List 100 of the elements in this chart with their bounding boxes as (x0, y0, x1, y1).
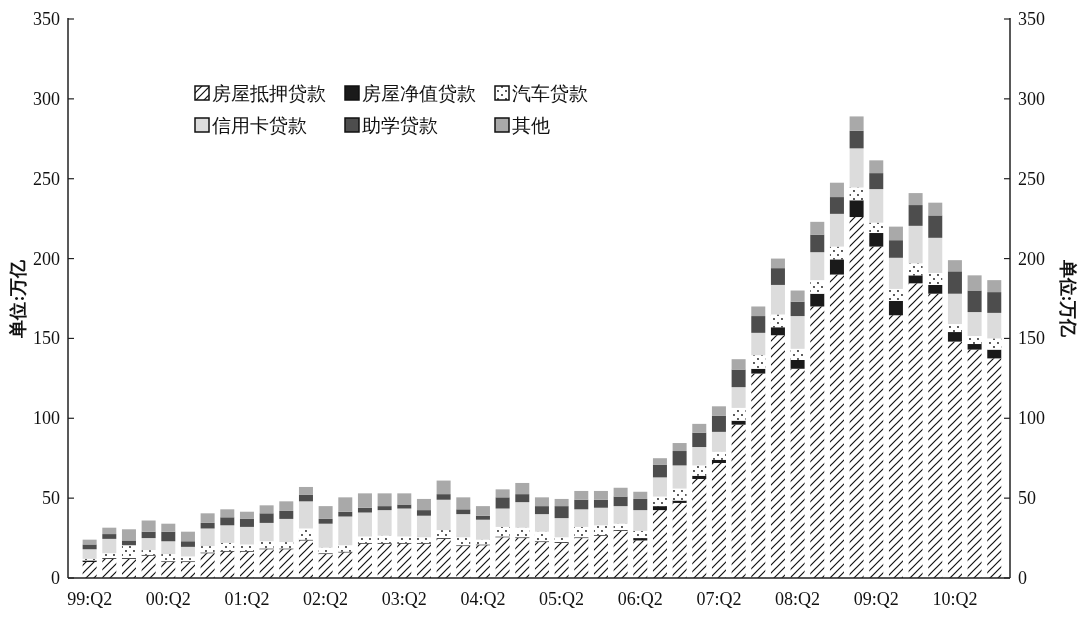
bar (436, 538, 451, 578)
bar (397, 493, 412, 505)
bar (869, 246, 884, 578)
bar (279, 501, 294, 511)
bar (141, 555, 156, 578)
bar (102, 553, 117, 559)
bar (259, 549, 274, 578)
bar (318, 523, 333, 548)
bar (692, 475, 707, 479)
bar (456, 497, 471, 510)
bar (770, 284, 785, 315)
x-tick-label: 04:Q2 (460, 589, 506, 609)
bar (338, 552, 353, 578)
bar (397, 543, 412, 578)
x-tick-label: 05:Q2 (539, 589, 585, 609)
bar (928, 293, 943, 578)
bar (731, 359, 746, 370)
bar (928, 215, 943, 238)
bar (279, 549, 294, 578)
bar (908, 205, 923, 226)
bar (987, 338, 1002, 350)
y2-tick-label: 350 (1018, 9, 1045, 29)
bar (888, 240, 903, 258)
y-tick-label: 100 (33, 408, 60, 429)
bar (829, 274, 844, 578)
bar (947, 341, 962, 578)
bar (810, 221, 825, 235)
bar (357, 493, 372, 508)
bar (613, 496, 628, 507)
bar (908, 275, 923, 284)
bar (279, 510, 294, 519)
bar (967, 344, 982, 350)
bar (298, 528, 313, 540)
bar (298, 486, 313, 495)
bar (613, 506, 628, 524)
bar (259, 522, 274, 542)
bar (534, 497, 549, 507)
bar (495, 497, 510, 509)
bar (987, 312, 1002, 339)
bar (318, 547, 333, 554)
bar (869, 173, 884, 190)
bar (731, 424, 746, 578)
bar (751, 306, 766, 317)
bar (141, 531, 156, 539)
bar (495, 489, 510, 498)
bar (515, 502, 530, 528)
bar (357, 536, 372, 543)
bar (692, 423, 707, 433)
bar (102, 527, 117, 535)
bar (908, 193, 923, 206)
bar (239, 526, 254, 545)
bar (593, 490, 608, 500)
legend-label: 助学贷款 (362, 115, 438, 136)
bar (790, 348, 805, 360)
bar (318, 518, 333, 524)
bar (554, 537, 569, 543)
bar (711, 459, 726, 464)
bar (908, 283, 923, 578)
bar (515, 538, 530, 578)
bar (928, 284, 943, 294)
bar (652, 510, 667, 578)
y-tick-label: 50 (42, 488, 60, 509)
legend-label: 房屋净值贷款 (362, 83, 476, 104)
bar (161, 562, 176, 578)
bar (515, 527, 530, 538)
bar (82, 544, 97, 550)
bar (554, 542, 569, 578)
x-tick-label: 09:Q2 (853, 589, 899, 609)
x-tick-label: 07:Q2 (696, 589, 742, 609)
bar (200, 513, 215, 523)
bar (987, 292, 1002, 313)
bar (711, 431, 726, 452)
bar (574, 526, 589, 538)
bar (259, 505, 274, 514)
bar (652, 458, 667, 465)
bar (377, 510, 392, 536)
bar (377, 506, 392, 511)
bar (790, 359, 805, 369)
bar (928, 237, 943, 273)
bar (475, 515, 490, 520)
bar (534, 506, 549, 515)
bar (711, 451, 726, 460)
bar (121, 558, 136, 578)
bar (377, 535, 392, 543)
bar (574, 499, 589, 510)
bar (849, 148, 864, 188)
bar (200, 553, 215, 578)
bar (751, 355, 766, 369)
bar (829, 182, 844, 198)
legend-label: 其他 (512, 115, 550, 136)
bar (475, 506, 490, 516)
x-tick-label: 02:Q2 (303, 589, 349, 609)
x-tick-label: 10:Q2 (932, 589, 978, 609)
bar (711, 463, 726, 578)
bar (259, 513, 274, 523)
bar (397, 504, 412, 509)
bar (947, 332, 962, 342)
bar (967, 349, 982, 578)
bar (515, 494, 530, 503)
bar (770, 327, 785, 336)
